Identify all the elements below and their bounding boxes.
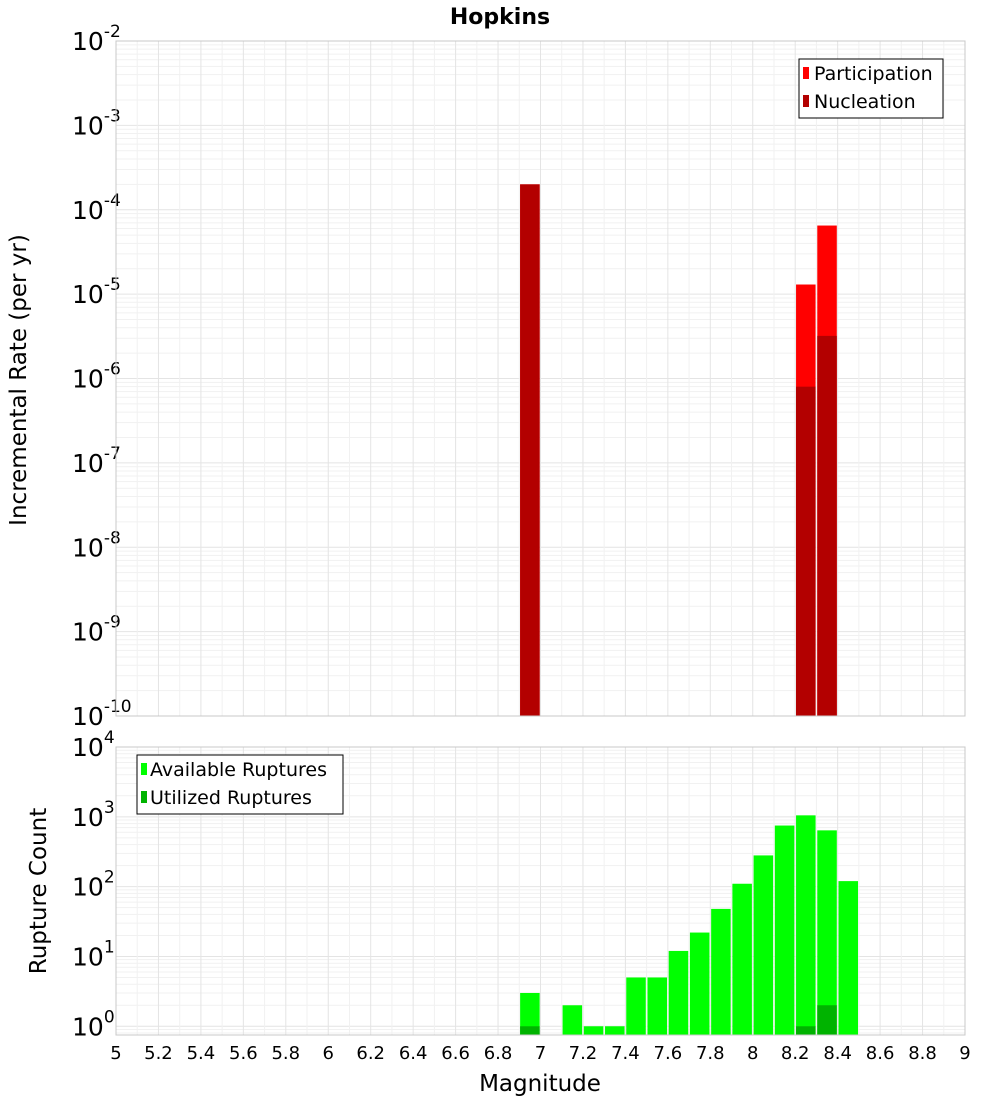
- x-tick-label: 7: [535, 1043, 546, 1064]
- rate-plot-frame: [115, 40, 966, 717]
- bar-utilized: [520, 1026, 540, 1035]
- x-tick-label: 7.2: [569, 1043, 598, 1064]
- y-tick-label: 10-10: [72, 697, 132, 731]
- y-tick-exponent: -9: [104, 613, 121, 633]
- y-tick-label: 103: [72, 798, 115, 832]
- bar-available: [732, 883, 752, 1035]
- y-tick-exponent: 0: [104, 1007, 115, 1027]
- rate-legend: Participation Nucleation: [798, 58, 944, 119]
- y-tick-label: 10-9: [72, 613, 121, 647]
- y-tick-label: 10-7: [72, 444, 121, 478]
- y-tick-exponent: -2: [104, 22, 121, 42]
- bar-available: [562, 1005, 583, 1035]
- bar-available: [838, 881, 859, 1035]
- y-tick-label: 10-5: [72, 275, 121, 309]
- bar-available: [753, 855, 774, 1035]
- bar-available: [668, 950, 689, 1035]
- y-tick-label: 10-3: [72, 106, 121, 140]
- y-tick-label: 102: [72, 868, 115, 902]
- bar-available: [583, 1026, 604, 1035]
- bar-available: [520, 992, 540, 1035]
- x-tick-label: 8: [747, 1043, 758, 1064]
- x-tick-label: 9: [959, 1043, 970, 1064]
- y-tick-label: 104: [72, 728, 115, 762]
- rate-gridlines: [115, 40, 966, 717]
- x-axis-label: Magnitude: [479, 1071, 601, 1097]
- bar-available: [626, 977, 646, 1035]
- legend-label-participation: Participation: [814, 63, 933, 85]
- y-tick-label: 10-6: [72, 360, 121, 394]
- count-y-axis-label: Rupture Count: [26, 808, 52, 974]
- x-tick-label: 8.4: [823, 1043, 852, 1064]
- y-tick-label: 100: [72, 1007, 115, 1041]
- x-tick-label: 6: [323, 1043, 334, 1064]
- x-tick-label: 5.4: [187, 1043, 216, 1064]
- y-tick-exponent: -10: [104, 697, 132, 717]
- y-tick-exponent: -5: [104, 275, 121, 295]
- count-plot-frame: [115, 746, 966, 1036]
- bar-available: [647, 977, 668, 1035]
- rate-panel: 10-10 10-9 10-8 10-7 10-6 10-5 10-4 10-3 10-2 In…: [6, 22, 966, 731]
- legend-swatch-participation: [803, 67, 809, 79]
- y-tick-exponent: 1: [104, 937, 115, 957]
- y-tick-exponent: -4: [104, 191, 121, 211]
- x-tick-label: 5.6: [229, 1043, 258, 1064]
- y-tick-exponent: 3: [104, 798, 115, 818]
- count-legend-box: [136, 754, 344, 815]
- legend-label-nucleation: Nucleation: [814, 91, 916, 113]
- x-tick-label: 7.6: [654, 1043, 683, 1064]
- y-tick-exponent: -6: [104, 360, 121, 380]
- rate-legend-box: [798, 58, 944, 119]
- bar-nucleation: [796, 386, 816, 716]
- bar-available: [605, 1026, 625, 1035]
- count-x-ticks: 5 5.2 5.4 5.6 5.8 6 6.2 6.4 6.6 6.8 7 7.2 7.4 7.6 7.8 8…: [110, 1043, 970, 1064]
- bar-utilized: [796, 1026, 816, 1035]
- x-tick-label: 7.4: [611, 1043, 640, 1064]
- bar-nucleation: [520, 184, 540, 717]
- count-bars: [520, 815, 859, 1035]
- rate-y-ticks: 10-10 10-9 10-8 10-7 10-6 10-5 10-4 10-3 10-2: [72, 22, 132, 731]
- bar-utilized: [817, 1005, 837, 1035]
- y-tick-label: 10-8: [72, 528, 121, 562]
- legend-label-utilized: Utilized Ruptures: [150, 787, 312, 809]
- rate-bars: [520, 184, 837, 717]
- x-tick-label: 8.6: [866, 1043, 895, 1064]
- bar-nucleation: [817, 335, 837, 716]
- y-tick-label: 10-2: [72, 22, 121, 56]
- y-tick-exponent: -8: [104, 528, 121, 548]
- x-tick-label: 6.2: [356, 1043, 385, 1064]
- y-tick-exponent: 2: [104, 868, 115, 888]
- legend-swatch-nucleation: [803, 95, 809, 107]
- bar-available: [817, 830, 837, 1035]
- x-tick-label: 6.8: [484, 1043, 513, 1064]
- y-tick-exponent: -7: [104, 444, 121, 464]
- rate-y-axis-label: Incremental Rate (per yr): [6, 234, 32, 526]
- y-tick-exponent: -3: [104, 106, 121, 126]
- legend-label-available: Available Ruptures: [150, 759, 327, 781]
- bar-available: [796, 815, 816, 1035]
- x-tick-label: 6.6: [441, 1043, 470, 1064]
- legend-swatch-utilized: [141, 791, 147, 803]
- count-legend: Available Ruptures Utilized Ruptures: [136, 754, 344, 815]
- y-tick-exponent: 4: [104, 728, 115, 748]
- x-tick-label: 5.8: [271, 1043, 300, 1064]
- y-tick-label: 101: [72, 937, 115, 971]
- bar-available: [774, 825, 795, 1035]
- legend-swatch-available: [141, 763, 147, 775]
- x-tick-label: 5.2: [144, 1043, 173, 1064]
- x-tick-label: 7.8: [696, 1043, 725, 1064]
- x-tick-label: 6.4: [399, 1043, 428, 1064]
- y-tick-label: 10-4: [72, 191, 121, 225]
- x-tick-label: 5: [110, 1043, 121, 1064]
- x-tick-label: 8.2: [781, 1043, 810, 1064]
- chart-title: Hopkins: [450, 5, 550, 30]
- bar-available: [689, 932, 710, 1035]
- bar-available: [711, 908, 731, 1035]
- x-tick-label: 8.8: [908, 1043, 937, 1064]
